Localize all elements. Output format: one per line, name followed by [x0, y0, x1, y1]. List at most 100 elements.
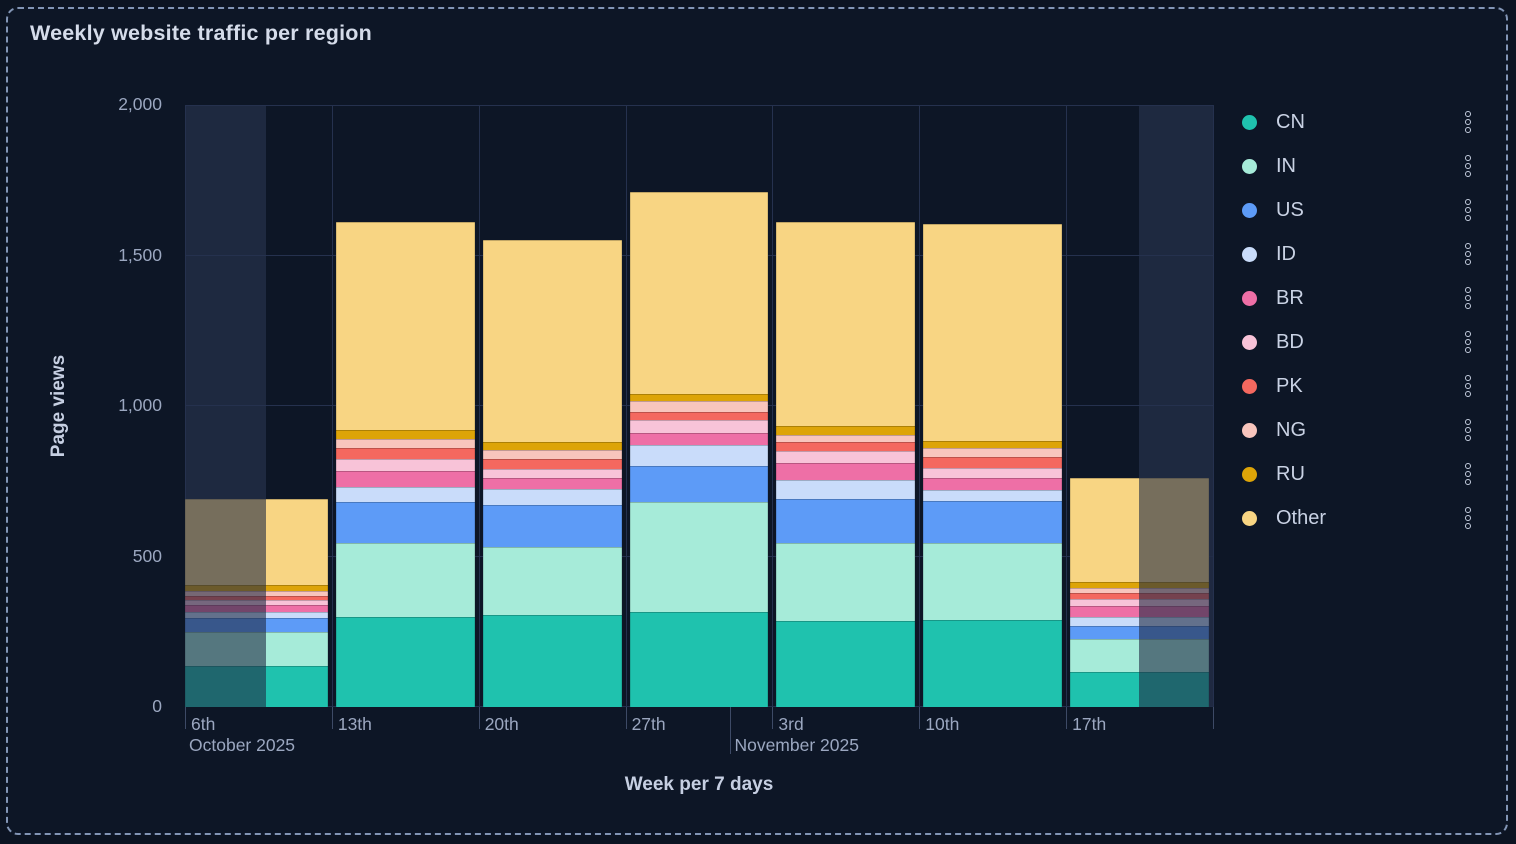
bar-segment-ru[interactable] [335, 430, 475, 440]
kebab-menu-icon[interactable] [1463, 461, 1473, 487]
x-tick-label: 13th [337, 714, 372, 734]
bar-segment-cn[interactable] [629, 612, 769, 707]
bar-segment-br[interactable] [629, 433, 769, 446]
bar-segment-id[interactable] [335, 487, 475, 503]
dim-overlay [1138, 478, 1213, 707]
x-axis-tick [332, 707, 333, 729]
bar-segment-in[interactable] [923, 542, 1063, 620]
kebab-menu-icon[interactable] [1463, 505, 1473, 531]
x-axis-tick [185, 707, 186, 729]
bar-segment-other[interactable] [776, 222, 916, 426]
legend-label-pk: PK [1276, 374, 1303, 397]
gridline-vertical [185, 105, 186, 707]
kebab-menu-icon[interactable] [1463, 329, 1473, 355]
legend-swatch-us [1242, 202, 1257, 218]
bar-segment-br[interactable] [335, 470, 475, 488]
bar-segment-pk[interactable] [482, 458, 622, 470]
bar-segment-id[interactable] [776, 479, 916, 500]
bar-segment-in[interactable] [482, 547, 622, 616]
legend-label-ru: RU [1276, 462, 1305, 485]
x-tick-label: 6th [191, 714, 216, 734]
legend-swatch-bd [1242, 334, 1257, 350]
y-tick-label: 1,500 [118, 244, 162, 265]
bar-segment-ng[interactable] [923, 448, 1063, 458]
legend-item-ru[interactable]: RU [1242, 452, 1480, 496]
x-tick-label: 27th [631, 714, 666, 734]
bar-segment-ng[interactable] [776, 434, 916, 443]
bar-segment-bd[interactable] [335, 458, 475, 471]
x-axis-tick [626, 707, 627, 729]
bar-segment-us[interactable] [482, 505, 622, 548]
legend-swatch-id [1242, 246, 1257, 262]
legend-item-id[interactable]: ID [1242, 232, 1480, 276]
y-tick-label: 0 [152, 696, 162, 716]
bar-segment-br[interactable] [776, 463, 916, 480]
bar-segment-pk[interactable] [776, 442, 916, 452]
bar-segment-other[interactable] [482, 240, 622, 443]
bar-segment-id[interactable] [923, 490, 1063, 501]
bar-segment-pk[interactable] [629, 412, 769, 420]
bar-segment-us[interactable] [923, 500, 1063, 543]
bar-segment-ng[interactable] [482, 449, 622, 459]
kebab-menu-icon[interactable] [1463, 197, 1473, 223]
bar-segment-ru[interactable] [776, 425, 916, 435]
x-axis-tick [1213, 707, 1214, 729]
panel-title: Weekly website traffic per region [30, 21, 372, 45]
bar-segment-ng[interactable] [335, 439, 475, 449]
bar-segment-ru[interactable] [482, 442, 622, 450]
bar-segment-cn[interactable] [923, 619, 1063, 707]
kebab-menu-icon[interactable] [1463, 417, 1473, 443]
legend-item-cn[interactable]: CN [1242, 100, 1480, 144]
legend-item-us[interactable]: US [1242, 188, 1480, 232]
legend-swatch-pk [1242, 378, 1257, 394]
kebab-menu-icon[interactable] [1463, 153, 1473, 179]
bar-segment-bd[interactable] [482, 469, 622, 479]
bar-segment-other[interactable] [923, 223, 1063, 441]
kebab-menu-icon[interactable] [1463, 109, 1473, 135]
legend-item-ng[interactable]: NG [1242, 408, 1480, 452]
bar-segment-us[interactable] [335, 502, 475, 543]
bar-segment-other[interactable] [629, 192, 769, 394]
bar-segment-ru[interactable] [629, 393, 769, 402]
legend-label-bd: BD [1276, 330, 1304, 353]
bar-segment-us[interactable] [776, 499, 916, 543]
bar-segment-bd[interactable] [629, 419, 769, 434]
bar-segment-br[interactable] [923, 478, 1063, 491]
y-tick-label: 2,000 [118, 94, 162, 114]
bar-segment-bd[interactable] [923, 467, 1063, 479]
gridline-vertical [626, 105, 627, 707]
chart-panel: Weekly website traffic per region Page v… [6, 7, 1508, 835]
bar-segment-in[interactable] [776, 542, 916, 622]
bar-segment-pk[interactable] [335, 448, 475, 459]
x-tick-label: 3rd [778, 714, 804, 734]
bar-segment-cn[interactable] [776, 621, 916, 707]
bar-segment-us[interactable] [629, 466, 769, 503]
gridline-horizontal [185, 105, 1213, 106]
x-axis-tick [479, 707, 480, 729]
bar-segment-ru[interactable] [923, 440, 1063, 449]
legend-item-br[interactable]: BR [1242, 276, 1480, 320]
bar-segment-id[interactable] [482, 488, 622, 506]
bar-segment-br[interactable] [482, 478, 622, 489]
legend-label-in: IN [1276, 154, 1296, 177]
bar-segment-in[interactable] [629, 502, 769, 613]
legend-item-in[interactable]: IN [1242, 144, 1480, 188]
kebab-menu-icon[interactable] [1463, 373, 1473, 399]
month-label: October 2025 [189, 735, 296, 755]
bar-segment-in[interactable] [335, 542, 475, 617]
bar-segment-ng[interactable] [629, 401, 769, 413]
legend-swatch-in [1242, 158, 1257, 174]
legend-item-bd[interactable]: BD [1242, 320, 1480, 364]
legend-item-other[interactable]: Other [1242, 496, 1480, 540]
bar-segment-cn[interactable] [335, 616, 475, 707]
kebab-menu-icon[interactable] [1463, 285, 1473, 311]
kebab-menu-icon[interactable] [1463, 241, 1473, 267]
bar-segment-bd[interactable] [776, 451, 916, 464]
month-label: November 2025 [734, 735, 859, 755]
bar-segment-pk[interactable] [923, 457, 1063, 468]
month-boundary-tick [730, 707, 732, 754]
bar-segment-id[interactable] [629, 445, 769, 467]
bar-segment-other[interactable] [335, 222, 475, 431]
bar-segment-cn[interactable] [482, 615, 622, 707]
legend-item-pk[interactable]: PK [1242, 364, 1480, 408]
